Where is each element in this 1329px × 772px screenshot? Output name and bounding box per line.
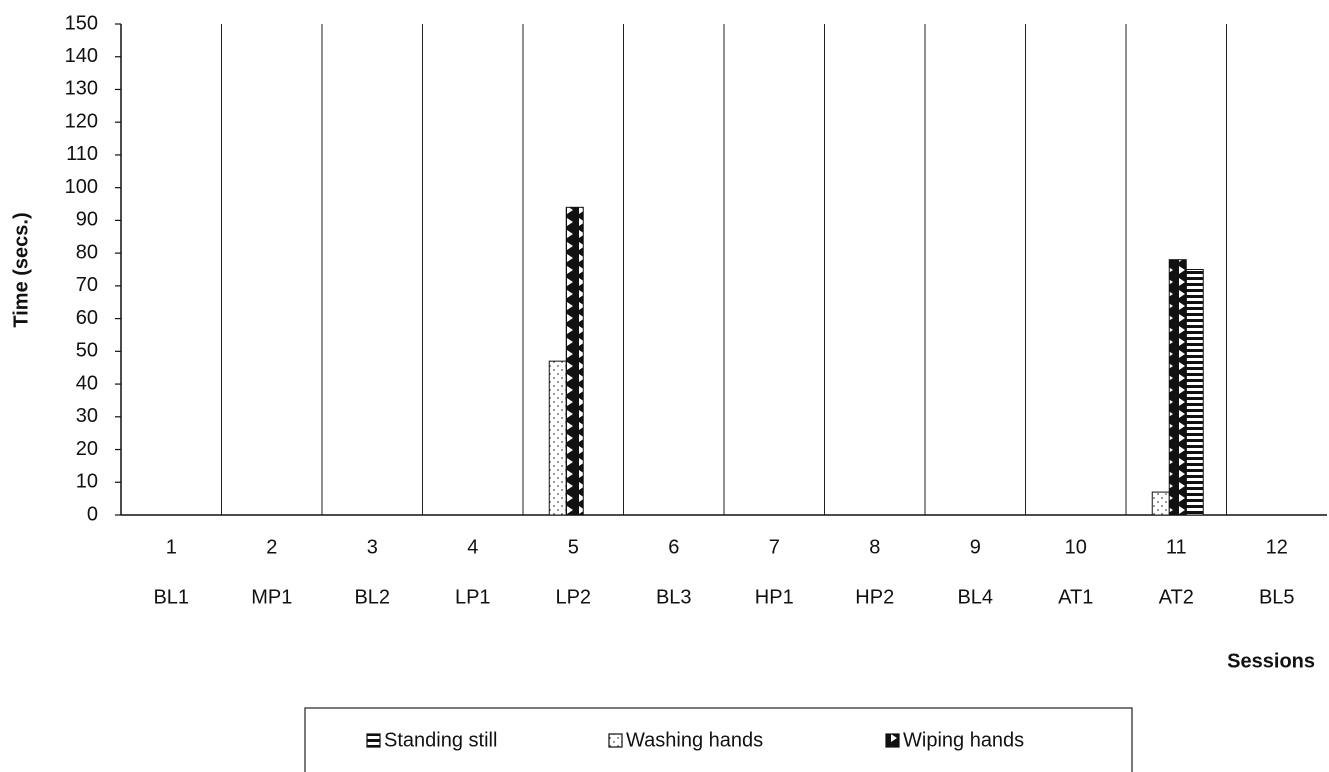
bar (565, 206, 584, 516)
y-tick-label: 90 (76, 209, 98, 231)
y-tick-label: 120 (65, 110, 98, 132)
bar (1168, 259, 1187, 516)
bar (1185, 269, 1204, 516)
phase-label: MP1 (251, 586, 292, 608)
phase-label: BL5 (1259, 586, 1295, 608)
phase-label: HP2 (855, 586, 894, 608)
y-tick-label: 140 (65, 45, 98, 67)
x-tick-label: 11 (1166, 536, 1187, 558)
x-tick-label: 10 (1065, 536, 1087, 558)
x-tick-label: 12 (1266, 536, 1288, 558)
x-tick-label: 9 (970, 536, 981, 558)
x-tick-label: 3 (367, 536, 378, 558)
legend-swatch (608, 733, 623, 748)
y-tick-label: 0 (87, 503, 98, 525)
y-tick-label: 10 (76, 471, 98, 493)
y-tick-label: 130 (65, 78, 98, 100)
legend-label: Standing still (384, 729, 497, 751)
y-tick-label: 70 (76, 274, 98, 296)
y-axis-title: Time (secs.) (10, 212, 32, 327)
y-tick-label: 80 (76, 241, 98, 263)
y-tick-label: 60 (76, 307, 98, 329)
x-tick-label: 7 (769, 536, 780, 558)
phase-label: AT1 (1058, 586, 1093, 608)
phase-label: BL3 (656, 586, 692, 608)
x-tick-label: 6 (668, 536, 679, 558)
bar (1151, 491, 1170, 516)
bar (548, 360, 567, 516)
x-tick-label: 5 (568, 536, 579, 558)
y-tick-label: 110 (66, 143, 98, 165)
x-tick-label: 8 (869, 536, 880, 558)
y-tick-label: 30 (76, 405, 98, 427)
phase-label: AT2 (1159, 586, 1194, 608)
phase-label: BL2 (354, 586, 390, 608)
phase-label: LP2 (555, 586, 591, 608)
phase-label: HP1 (755, 586, 794, 608)
y-tick-label: 50 (76, 340, 98, 362)
y-tick-label: 20 (76, 438, 98, 460)
legend-swatch (366, 733, 381, 748)
x-axis-title: Sessions (1227, 650, 1315, 672)
phase-label: LP1 (455, 586, 491, 608)
x-tick-label: 2 (266, 536, 277, 558)
legend-label: Wiping hands (903, 729, 1024, 751)
phase-label: BL1 (153, 586, 189, 608)
legend-label: Washing hands (626, 729, 763, 751)
x-tick-label: 4 (467, 536, 478, 558)
y-tick-label: 150 (65, 12, 98, 34)
y-tick-label: 100 (65, 176, 98, 198)
legend-swatch (885, 733, 900, 748)
legend-box (304, 707, 1133, 772)
phase-label: BL4 (957, 586, 993, 608)
x-tick-label: 1 (166, 536, 177, 558)
y-tick-label: 40 (76, 372, 98, 394)
